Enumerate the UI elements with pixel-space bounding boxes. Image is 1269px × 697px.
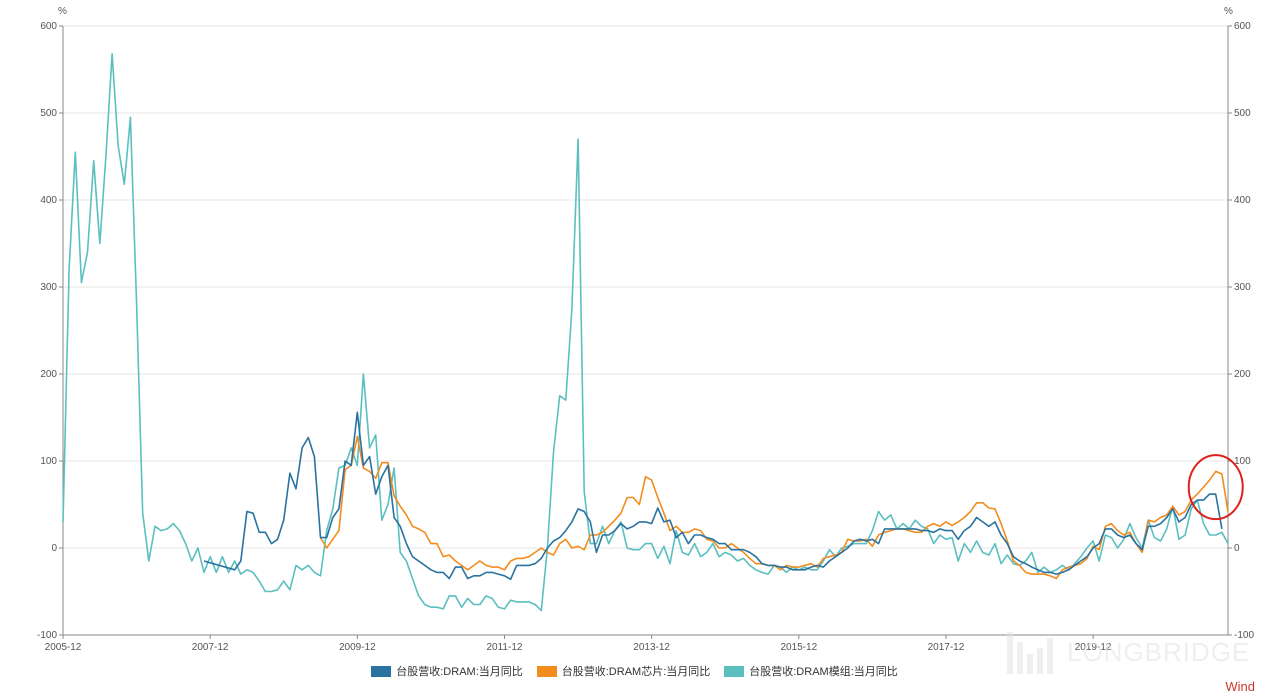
left-unit-label: %	[58, 6, 67, 17]
y-tick-label-right: 0	[1234, 543, 1240, 554]
watermark: LONGBRIDGE	[1005, 625, 1255, 679]
y-tick-label-right: 100	[1234, 456, 1251, 467]
x-tick-label: 2011-12	[486, 642, 522, 653]
series-line-1	[319, 435, 1229, 580]
x-tick-label: 2013-12	[633, 642, 670, 653]
legend: 台股营收:DRAM:当月同比 台股营收:DRAM芯片:当月同比 台股营收:DRA…	[0, 662, 1269, 680]
y-tick-label: 500	[40, 108, 57, 119]
y-tick-label-right: 600	[1234, 21, 1251, 32]
y-tick-label-right: 400	[1234, 195, 1251, 206]
series-lines	[62, 52, 1229, 612]
x-tick-label: 2005-12	[45, 642, 82, 653]
series-line-2	[62, 52, 1229, 612]
y-tick-label: 200	[40, 369, 57, 380]
right-unit-label: %	[1224, 6, 1233, 17]
axes	[59, 25, 1232, 639]
grid	[63, 25, 1228, 549]
x-tick-label: 2019-12	[1075, 642, 1112, 653]
watermark-logo-icon	[1007, 632, 1053, 674]
y-tick-label: 0	[51, 543, 57, 554]
x-axis: 2005-12 2007-12 2009-12 2011-12 2013-12 2015-…	[45, 642, 1112, 653]
legend-item-dram[interactable]: 台股营收:DRAM:当月同比	[371, 663, 523, 679]
y-tick-label: -100	[37, 630, 57, 641]
x-tick-label: 2015-12	[780, 642, 817, 653]
y-tick-label: 300	[40, 282, 57, 293]
y-tick-label-right: 300	[1234, 282, 1251, 293]
y-axis-left: -100 0 100 200 300 400 500 600	[37, 21, 57, 641]
annotations	[1187, 454, 1244, 521]
y-tick-label: 600	[40, 21, 57, 32]
y-tick-label-right: 200	[1234, 369, 1251, 380]
series-line-0	[203, 411, 1223, 581]
y-tick-label: 100	[40, 456, 57, 467]
y-tick-label-right: -100	[1234, 630, 1254, 641]
x-tick-label: 2009-12	[339, 642, 376, 653]
legend-item-dram-module[interactable]: 台股营收:DRAM模组:当月同比	[724, 663, 898, 679]
x-tick-label: 2007-12	[192, 642, 229, 653]
y-tick-label: 400	[40, 195, 57, 206]
legend-label-dram: 台股营收:DRAM:当月同比	[396, 666, 523, 678]
highlight-circle	[1187, 454, 1244, 521]
legend-swatch-dram	[371, 665, 392, 677]
y-axis-right: -100 0 100 200 300 400 500 600	[1234, 21, 1254, 641]
x-tick-label: 2017-12	[928, 642, 965, 653]
legend-swatch-dram-module	[724, 665, 745, 677]
legend-label-dram-chip: 台股营收:DRAM芯片:当月同比	[561, 666, 711, 678]
legend-swatch-dram-chip	[536, 665, 557, 677]
source-label: Wind	[1225, 679, 1255, 694]
watermark-text: LONGBRIDGE	[1067, 636, 1251, 667]
y-tick-label-right: 500	[1234, 108, 1251, 119]
legend-label-dram-module: 台股营收:DRAM模组:当月同比	[749, 666, 898, 678]
legend-item-dram-chip[interactable]: 台股营收:DRAM芯片:当月同比	[536, 663, 711, 679]
